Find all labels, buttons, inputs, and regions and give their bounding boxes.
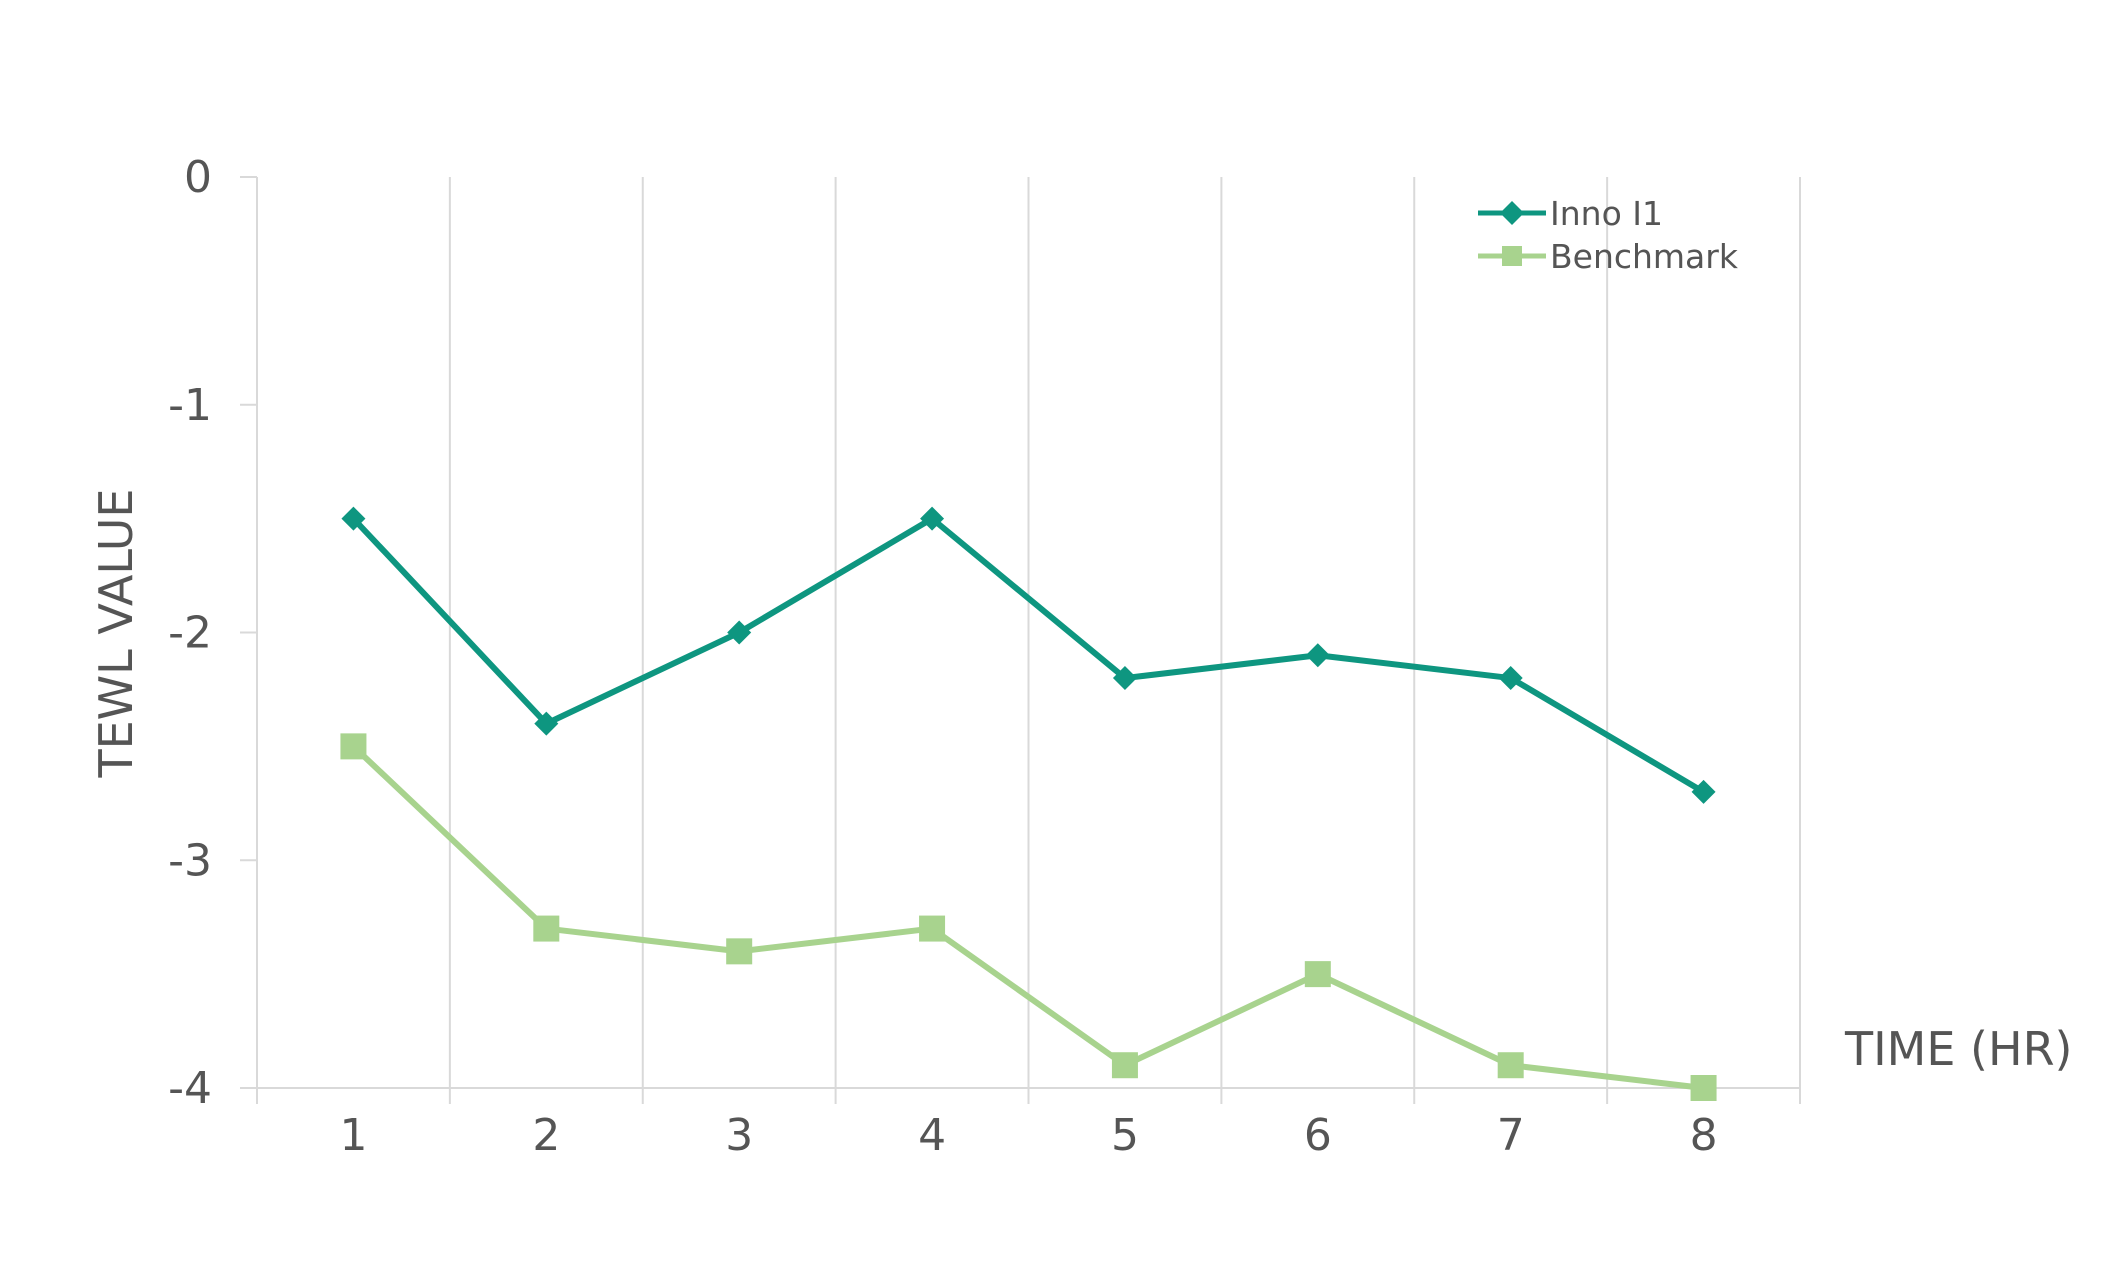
data-point [533, 915, 560, 942]
x-tick-label: 2 [532, 1110, 560, 1161]
data-point [1112, 666, 1137, 691]
y-axis-title: TEWL VALUE [89, 489, 143, 779]
y-tick-label: 0 [184, 152, 212, 203]
gridlines [256, 177, 1801, 1104]
legend-label: Inno I1 [1550, 194, 1663, 233]
legend-label: Benchmark [1550, 237, 1739, 276]
data-point [1690, 1075, 1717, 1101]
x-tick-label: 1 [339, 1110, 367, 1161]
series-benchmark [340, 733, 1717, 1101]
data-point [1691, 779, 1716, 804]
x-tick-label: 3 [725, 1110, 753, 1161]
data-point [727, 620, 752, 645]
data-point [920, 506, 945, 531]
x-axis-title: TIME (HR) [1844, 1022, 2072, 1076]
x-tick-label: 4 [918, 1110, 946, 1161]
series-line [351, 515, 1706, 795]
y-tick-label: -2 [168, 608, 212, 659]
axes [240, 177, 1800, 1089]
legend-marker [1500, 201, 1524, 225]
series-line [351, 744, 1704, 1091]
data-point [919, 915, 946, 942]
x-tick-label: 6 [1304, 1110, 1332, 1161]
data-point [1498, 666, 1523, 691]
y-tick-label: -4 [168, 1063, 212, 1114]
data-point [341, 506, 366, 531]
data-point [726, 938, 753, 965]
legend: Inno I1 Benchmark [1478, 194, 1739, 276]
data-point [1304, 961, 1331, 988]
y-tick-label: -1 [168, 380, 212, 431]
series [340, 506, 1717, 1101]
x-tick-label: 8 [1690, 1110, 1718, 1161]
x-tick-labels: 1 2 3 4 5 6 7 8 [339, 1110, 1717, 1161]
data-point [534, 711, 559, 736]
legend-item: Benchmark [1478, 237, 1739, 276]
data-point [1111, 1052, 1138, 1079]
data-point [1497, 1052, 1524, 1079]
data-point [1305, 643, 1330, 668]
x-tick-label: 7 [1497, 1110, 1525, 1161]
x-tick-label: 5 [1111, 1110, 1139, 1161]
series-inno-i1 [341, 506, 1716, 804]
legend-item: Inno I1 [1478, 194, 1663, 233]
data-point [340, 733, 367, 760]
legend-marker [1502, 246, 1522, 266]
y-tick-label: -3 [168, 835, 212, 886]
y-tick-labels: 0 -1 -2 -3 -4 [168, 152, 257, 1114]
